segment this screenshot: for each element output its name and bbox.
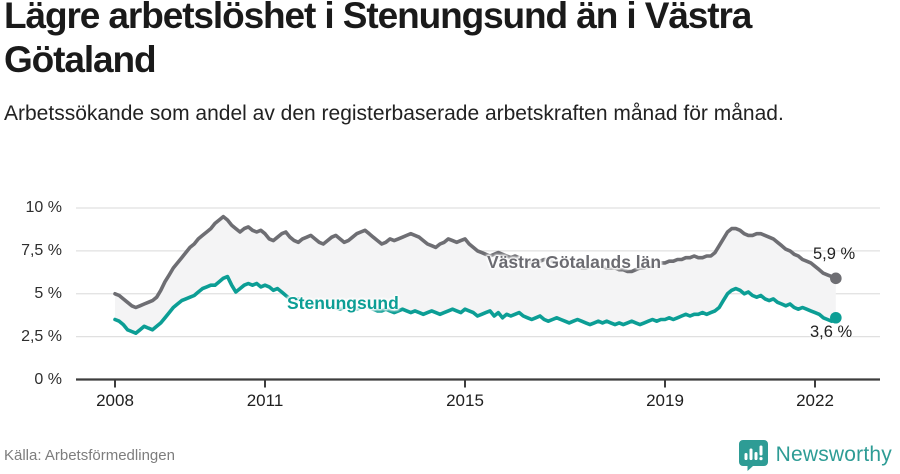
series-label-stenungsund: Stenungsund — [287, 293, 399, 313]
end-value-stenungsund: 3,6 % — [810, 323, 853, 341]
series-label-vastra-gotaland: Västra Götalands län — [487, 252, 662, 272]
y-axis-tick-0: 0 % — [34, 370, 62, 388]
newsworthy-bubble-chart-icon — [738, 440, 768, 471]
x-axis-tick-2019: 2019 — [646, 391, 684, 410]
newsworthy-logo-text: Newsworthy — [775, 443, 892, 466]
x-axis-tick-2008: 2008 — [96, 391, 134, 410]
x-axis-tick-2015: 2015 — [446, 391, 484, 410]
end-value-vastra-gotaland: 5,9 % — [813, 245, 856, 263]
chart-subtitle: Arbetssökande som andel av den registerb… — [4, 102, 784, 125]
newsworthy-logo[interactable]: Newsworthy — [738, 439, 892, 471]
source-attribution: Källa: Arbetsförmedlingen — [4, 447, 175, 464]
page-title: Lägre arbetslöshet i Stenungsund än i Vä… — [4, 0, 752, 80]
y-axis-tick-5: 5 % — [34, 284, 62, 302]
x-axis-tick-2011: 2011 — [246, 391, 284, 410]
y-axis-tick-7-5: 7,5 % — [21, 241, 62, 259]
y-axis-tick-2-5: 2,5 % — [21, 327, 62, 345]
y-axis-tick-10: 10 % — [25, 199, 62, 216]
x-axis-tick-2022: 2022 — [796, 391, 834, 410]
